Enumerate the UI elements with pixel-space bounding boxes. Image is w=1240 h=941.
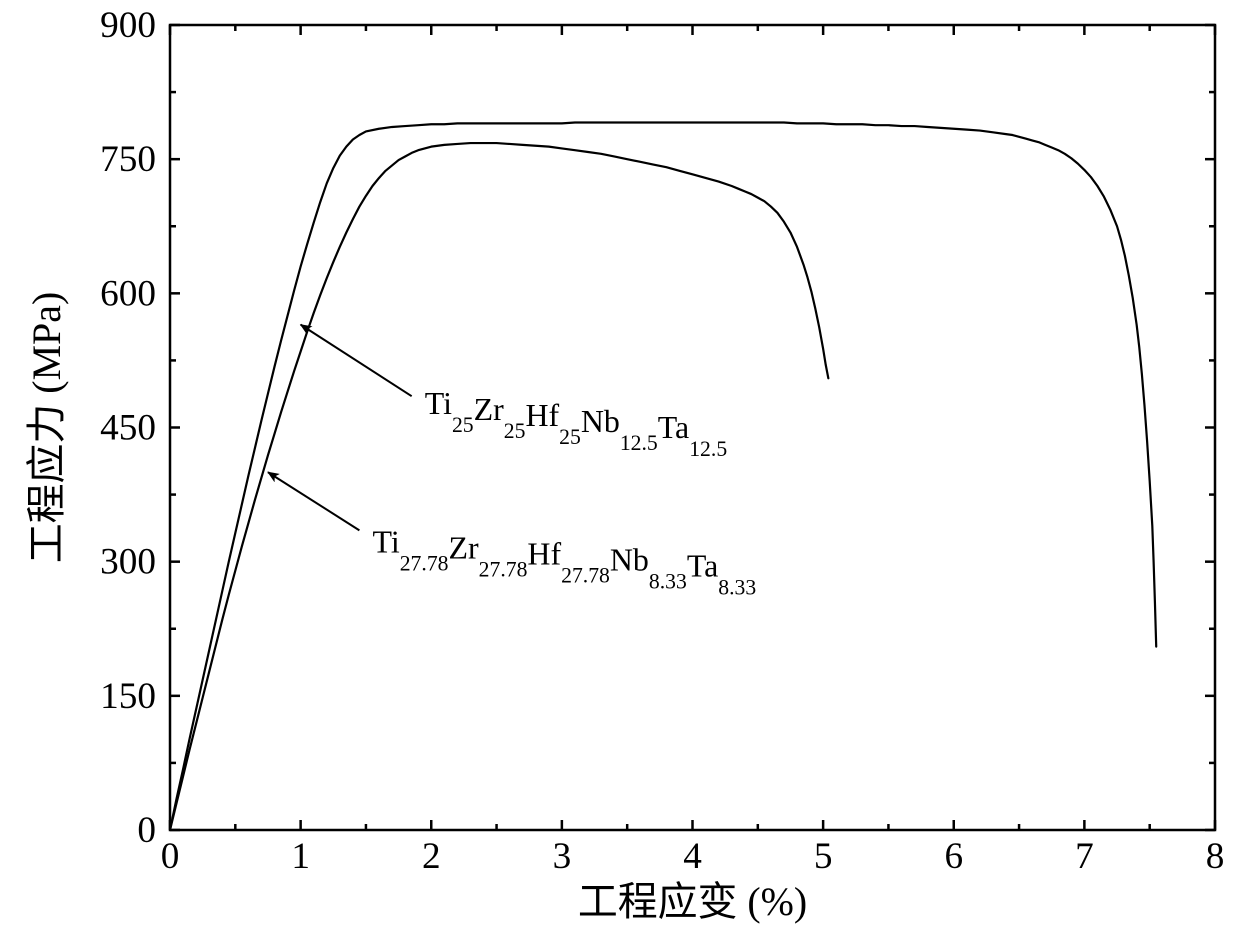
x-tick-label: 4 — [683, 836, 702, 877]
x-tick-label: 2 — [422, 836, 441, 877]
x-tick-label: 5 — [814, 836, 833, 877]
x-axis-label: 工程应变 (%) — [578, 879, 807, 924]
y-tick-label: 450 — [100, 408, 156, 449]
y-axis-label: 工程应力 (MPa) — [24, 292, 69, 563]
chart-bg — [0, 0, 1240, 941]
chart-svg: 0 1 2 3 4 5 6 7 8 0 150 300 450 600 750 900 工程应变 (%) 工程应力… — [0, 0, 1240, 941]
y-tick-label: 0 — [137, 810, 156, 851]
x-tick-label: 6 — [944, 836, 963, 877]
x-tick-label: 1 — [291, 836, 310, 877]
x-tick-label: 3 — [553, 836, 572, 877]
stress-strain-chart: 0 1 2 3 4 5 6 7 8 0 150 300 450 600 750 900 工程应变 (%) 工程应力… — [0, 0, 1240, 941]
x-tick-label: 7 — [1075, 836, 1094, 877]
y-tick-label: 750 — [100, 139, 156, 180]
y-tick-label: 600 — [100, 273, 156, 314]
y-tick-label: 900 — [100, 5, 156, 46]
y-tick-label: 150 — [100, 676, 156, 717]
x-tick-label: 0 — [161, 836, 180, 877]
x-tick-label: 8 — [1206, 836, 1225, 877]
y-tick-label: 300 — [100, 542, 156, 583]
